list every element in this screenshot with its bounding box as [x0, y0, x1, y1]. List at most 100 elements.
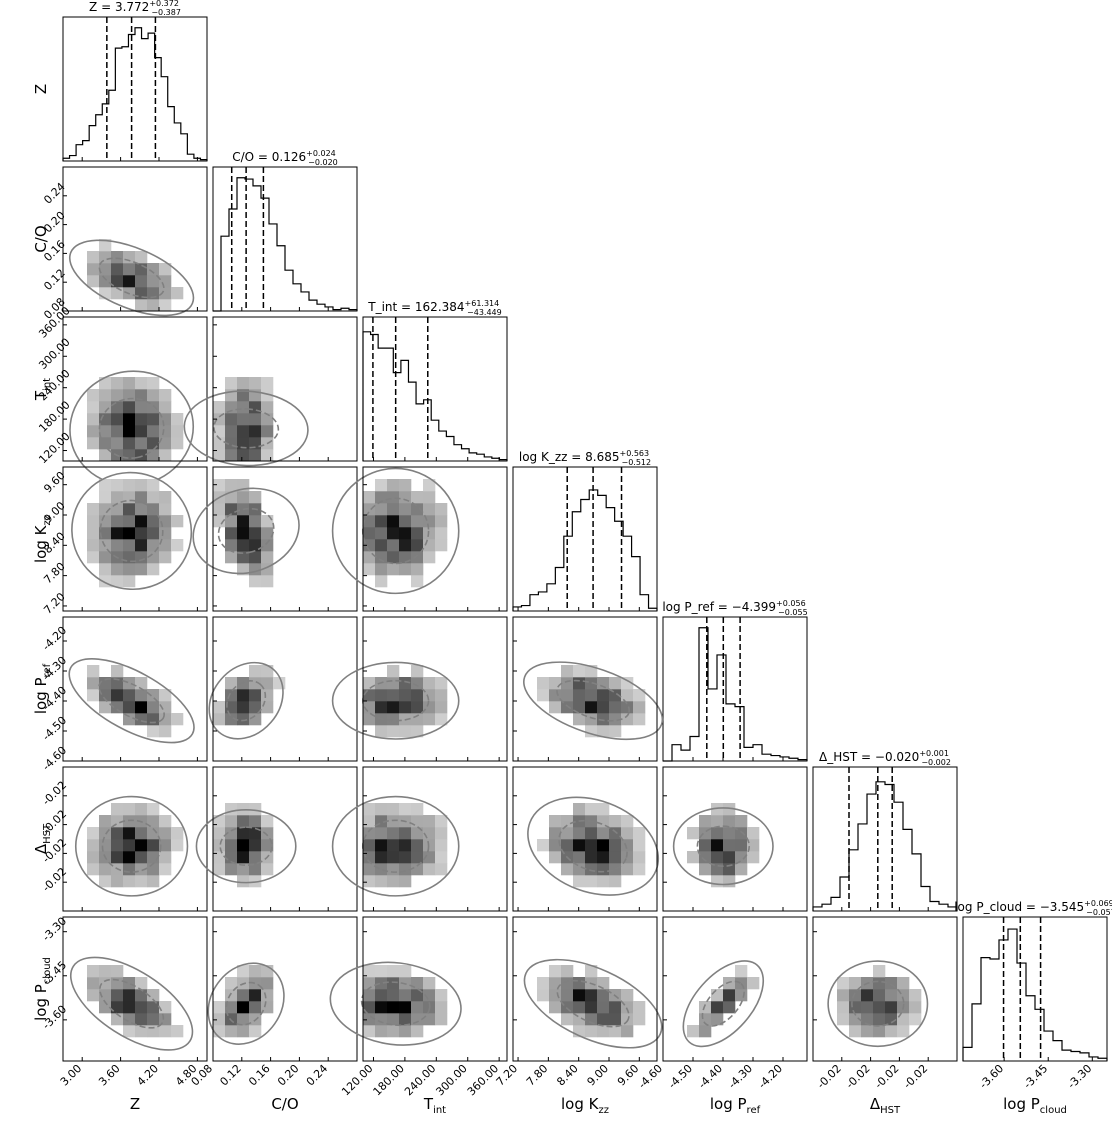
- density-cell: [537, 989, 550, 1002]
- density-cell: [171, 413, 184, 426]
- density-cell: [249, 1013, 262, 1026]
- density-cell: [123, 527, 136, 540]
- density-cell: [111, 275, 124, 288]
- density-cell: [621, 863, 634, 876]
- density-cell: [213, 413, 226, 426]
- density-cell: [711, 803, 724, 816]
- density-cell: [585, 713, 598, 726]
- density-cell: [99, 977, 112, 990]
- density-cell: [237, 425, 250, 438]
- density-cell: [111, 839, 124, 852]
- density-cell: [621, 839, 634, 852]
- density-cell: [123, 437, 136, 450]
- density-cell: [135, 479, 148, 492]
- density-cell: [213, 437, 226, 450]
- density-cell: [249, 527, 262, 540]
- panel-frame: [62, 616, 208, 762]
- density-cell: [135, 563, 148, 576]
- scatter-panel-logKzz-vs-logPref: [512, 616, 664, 762]
- density-cell: [411, 851, 424, 864]
- density-cell: [387, 725, 400, 738]
- density-cell: [237, 713, 250, 726]
- density-cell: [735, 815, 748, 828]
- density-cell: [597, 875, 610, 888]
- density-cell: [609, 839, 622, 852]
- density-cell: [147, 551, 160, 564]
- x-tick-label: -3.30: [1065, 1062, 1094, 1091]
- density-cell: [435, 863, 448, 876]
- density-cell: [111, 665, 124, 678]
- density-cell: [609, 851, 622, 864]
- density-cell: [225, 989, 238, 1002]
- density-cell: [237, 437, 250, 450]
- x-tick-label: 0.12: [217, 1062, 244, 1089]
- density-cell: [123, 1025, 136, 1038]
- density-cell: [225, 413, 238, 426]
- density-cell: [261, 665, 274, 678]
- panel-frame: [62, 16, 208, 162]
- density-cell: [237, 851, 250, 864]
- density-cell: [633, 839, 646, 852]
- density-cell: [633, 827, 646, 840]
- density-cell: [171, 437, 184, 450]
- density-cell: [123, 875, 136, 888]
- density-cell: [147, 701, 160, 714]
- density-cell: [399, 479, 412, 492]
- scatter-panel-Z-vs-CO: [62, 166, 208, 317]
- density-cell: [159, 503, 172, 516]
- density-cell: [387, 1013, 400, 1026]
- density-cell: [123, 701, 136, 714]
- density-cell: [711, 875, 724, 888]
- density-cell: [237, 989, 250, 1002]
- x-tick-label: 120.00: [339, 1062, 375, 1098]
- density-cell: [435, 713, 448, 726]
- x-tick-label: 8.40: [554, 1062, 581, 1089]
- density-cell: [585, 1013, 598, 1026]
- density-cell: [135, 689, 148, 702]
- density-cell: [249, 863, 262, 876]
- density-cell: [585, 827, 598, 840]
- contour-outer: [71, 471, 193, 591]
- histogram-step: [362, 331, 508, 461]
- density-cell: [111, 377, 124, 390]
- density-cell: [375, 689, 388, 702]
- density-cell: [699, 1025, 712, 1038]
- density-cell: [747, 827, 760, 840]
- density-cell: [423, 1013, 436, 1026]
- density-cell: [537, 977, 550, 990]
- density-cell: [849, 1001, 862, 1014]
- density-cell: [135, 875, 148, 888]
- density-cell: [237, 539, 250, 552]
- density-cell: [159, 527, 172, 540]
- hist-panel-dHST: Δ_HST = −0.020+0.001 −0.002: [812, 749, 958, 912]
- density-cell: [585, 875, 598, 888]
- scatter-panel-CO-vs-Tint: [183, 316, 358, 467]
- density-cell: [159, 1001, 172, 1014]
- density-cell: [123, 263, 136, 276]
- density-cell: [87, 425, 100, 438]
- density-cell: [159, 275, 172, 288]
- scatter-panel-Z-vs-logPcloud: [62, 916, 208, 1062]
- density-cell: [87, 437, 100, 450]
- scatter-panel-Tint-vs-logPref: [331, 616, 508, 762]
- panel-frame: [812, 766, 958, 912]
- contour-outer: [682, 960, 765, 1048]
- density-cell: [111, 815, 124, 828]
- density-cell: [897, 977, 910, 990]
- density-cell: [837, 1013, 850, 1026]
- y-tick-label: -4.50: [40, 714, 69, 743]
- density-cell: [249, 815, 262, 828]
- density-cell: [249, 665, 262, 678]
- density-cell: [411, 1001, 424, 1014]
- density-cell: [723, 1001, 736, 1014]
- density-cell: [135, 989, 148, 1002]
- y-axis-label-logKzz: log Kzz: [32, 515, 53, 563]
- density-cell: [111, 875, 124, 888]
- density-cell: [225, 503, 238, 516]
- contour-outer: [192, 487, 300, 575]
- density-cell: [597, 803, 610, 816]
- density-cell: [237, 815, 250, 828]
- density-cell: [147, 275, 160, 288]
- density-cell: [537, 689, 550, 702]
- density-cell: [375, 875, 388, 888]
